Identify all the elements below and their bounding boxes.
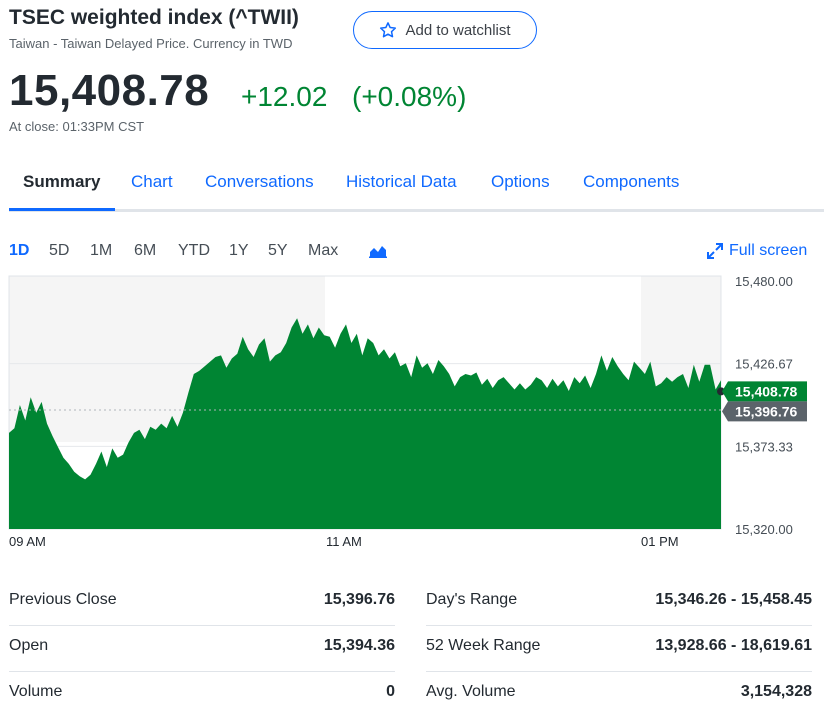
- star-outline-icon: [380, 22, 397, 38]
- stat-avg-volume: Avg. Volume 3,154,328: [426, 672, 812, 717]
- tab-conversations[interactable]: Conversations: [205, 172, 314, 191]
- stat-value: 3,154,328: [740, 683, 812, 700]
- expand-arrows-icon: [707, 243, 723, 259]
- stat-label: Volume: [9, 683, 63, 700]
- stat-open: Open 15,394.36: [9, 626, 395, 672]
- stat-value: 0: [386, 683, 395, 700]
- add-to-watchlist-label: Add to watchlist: [405, 21, 511, 39]
- exchange-info: Taiwan - Taiwan Delayed Price. Currency …: [9, 36, 293, 51]
- market-close-time: At close: 01:33PM CST: [9, 119, 145, 134]
- range-ytd[interactable]: YTD: [178, 242, 210, 259]
- current-price-dot: [717, 387, 725, 396]
- add-to-watchlist-button[interactable]: Add to watchlist: [353, 11, 537, 49]
- tab-summary[interactable]: Summary: [23, 172, 101, 191]
- stat-volume: Volume 0: [9, 672, 395, 717]
- current-price: 15,408.78: [9, 66, 210, 115]
- price-area: [9, 318, 721, 529]
- x-tick-label: 11 AM: [326, 534, 362, 549]
- y-tick-label: 15,480.00: [735, 274, 793, 289]
- stat-52-week-range: 52 Week Range 13,928.66 - 18,619.61: [426, 626, 812, 672]
- full-screen-button[interactable]: Full screen: [707, 242, 807, 260]
- y-tick-label: 15,373.33: [735, 439, 793, 454]
- previous-close-tag-label: 15,396.76: [735, 403, 797, 419]
- stat-label: Avg. Volume: [426, 683, 516, 700]
- tab-components[interactable]: Components: [583, 172, 680, 191]
- tab-options[interactable]: Options: [491, 172, 550, 191]
- y-tick-label: 15,426.67: [735, 357, 793, 372]
- x-tick-label: 09 AM: [9, 534, 46, 549]
- tab-historical-data[interactable]: Historical Data: [346, 172, 457, 191]
- full-screen-label: Full screen: [729, 242, 808, 259]
- previous-close-tag: 15,396.76: [722, 401, 807, 422]
- active-tab-indicator: [9, 208, 115, 211]
- stat-value: 15,396.76: [323, 591, 395, 608]
- area-chart-icon[interactable]: [369, 244, 387, 258]
- price-change: +12.02: [241, 81, 328, 112]
- price-change-percent: (+0.08%): [352, 81, 467, 112]
- y-axis: 15,480.00 15,426.67 15,373.33 15,320.00: [735, 274, 793, 537]
- stat-label: Day's Range: [426, 591, 518, 608]
- range-5d[interactable]: 5D: [49, 242, 70, 259]
- stat-previous-close: Previous Close 15,396.76: [9, 580, 395, 626]
- range-5y[interactable]: 5Y: [268, 242, 288, 259]
- stat-label: 52 Week Range: [426, 637, 541, 654]
- stat-days-range: Day's Range 15,346.26 - 15,458.45: [426, 580, 812, 626]
- stat-label: Previous Close: [9, 591, 117, 608]
- range-max[interactable]: Max: [308, 242, 339, 259]
- current-price-tag: 15,408.78: [722, 381, 807, 402]
- x-tick-label: 01 PM: [641, 534, 679, 549]
- quote-tabs: Summary Chart Conversations Historical D…: [9, 160, 824, 212]
- range-1d[interactable]: 1D: [9, 242, 30, 259]
- y-tick-label: 15,320.00: [735, 522, 793, 537]
- page-title: TSEC weighted index (^TWII): [9, 6, 299, 29]
- range-1y[interactable]: 1Y: [229, 242, 249, 259]
- x-axis: 09 AM 11 AM 01 PM: [9, 534, 679, 549]
- range-6m[interactable]: 6M: [134, 242, 157, 259]
- stat-value: 13,928.66 - 18,619.61: [655, 637, 812, 654]
- stat-label: Open: [9, 637, 49, 654]
- price-chart[interactable]: 15,480.00 15,426.67 15,373.33 15,320.00 09 …: [0, 270, 824, 560]
- range-1m[interactable]: 1M: [90, 242, 113, 259]
- stat-value: 15,394.36: [323, 637, 395, 654]
- current-price-tag-label: 15,408.78: [735, 383, 797, 399]
- stat-value: 15,346.26 - 15,458.45: [655, 591, 812, 608]
- tab-chart[interactable]: Chart: [131, 172, 173, 191]
